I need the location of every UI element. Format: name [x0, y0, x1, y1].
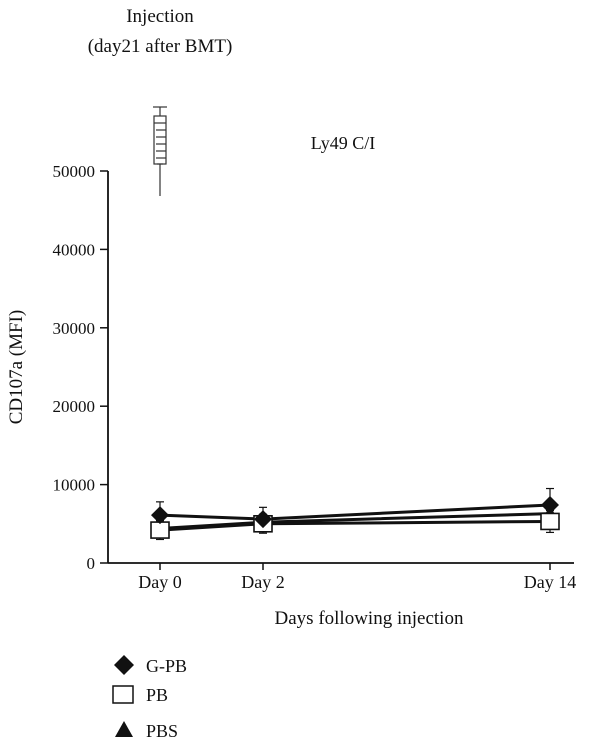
legend: G-PB PB PBS: [112, 655, 187, 741]
injection-annotation-line1: Injection: [126, 6, 194, 27]
y-tick-label: 10000: [53, 476, 96, 495]
x-tick-label: Day 14: [524, 572, 577, 592]
y-tick-label: 20000: [53, 397, 96, 416]
syringe-icon: [153, 106, 167, 196]
series-line-gpb: [159, 503, 551, 521]
legend-marker-pb: [112, 685, 134, 704]
y-tick-label: 50000: [53, 162, 96, 181]
y-tick-label: 40000: [53, 240, 96, 259]
y-axis-label: CD107a (MFI): [6, 310, 27, 425]
point-gpb: [541, 495, 559, 514]
x-axis-label: Days following injection: [275, 608, 464, 629]
y-tick-label: 30000: [53, 319, 96, 338]
legend-marker-gpb: [114, 655, 134, 675]
point-gpb: [254, 510, 272, 529]
injection-annotation-line2: (day21 after BMT): [88, 36, 233, 57]
legend-label-gpb: G-PB: [146, 656, 187, 676]
chart-title: Ly49 C/I: [311, 133, 376, 153]
point-gpb: [151, 506, 169, 525]
x-tick-label: Day 2: [241, 572, 285, 592]
series-line-pb: [159, 519, 551, 532]
point-pb: [150, 521, 170, 539]
x-tick-label: Day 0: [138, 572, 182, 592]
point-pb: [540, 512, 560, 531]
y-tick-label: 0: [87, 554, 96, 573]
legend-marker-pbs: [115, 721, 133, 737]
legend-label-pb: PB: [146, 685, 168, 705]
legend-label-pbs: PBS: [146, 721, 178, 741]
